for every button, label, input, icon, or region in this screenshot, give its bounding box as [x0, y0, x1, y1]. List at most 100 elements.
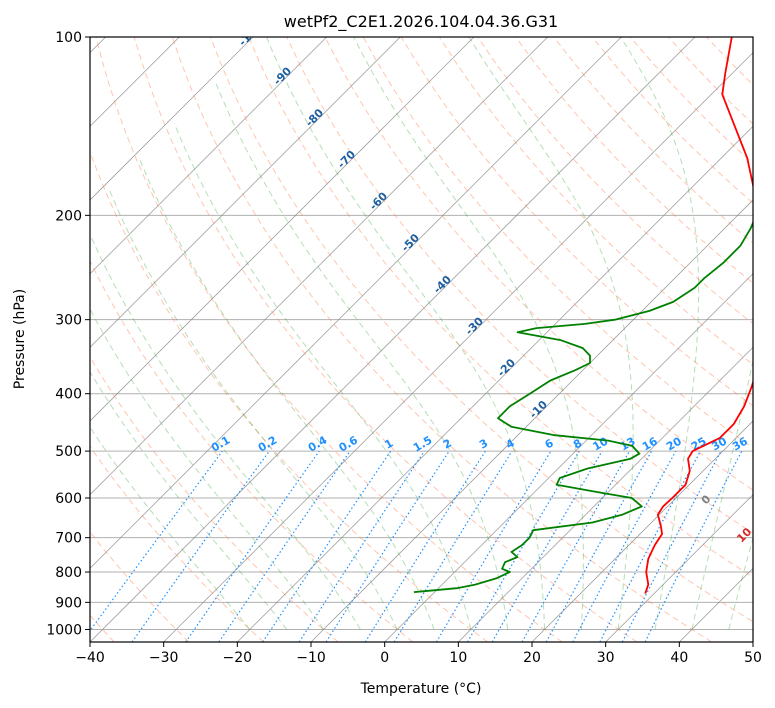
- mixing-ratio-line: [298, 450, 425, 642]
- moist-adiabat-line: [266, 37, 546, 630]
- y-tick-label: 800: [55, 565, 82, 581]
- adiabat-label: -20: [495, 356, 518, 379]
- y-tick-label: 600: [55, 491, 82, 507]
- isotherm-line: [752, 641, 753, 642]
- mixing-ratio-label: 2: [441, 437, 454, 452]
- isotherm-line: [384, 273, 753, 642]
- adiabat-label: -100: [236, 20, 265, 49]
- mixing-ratio-line: [435, 450, 552, 642]
- dry-adiabat-line: [668, 37, 753, 125]
- moist-adiabat-line: [108, 188, 398, 630]
- x-tick-label: −40: [75, 650, 105, 666]
- isotherm-line: [90, 37, 475, 422]
- dry-adiabat-line: [515, 37, 753, 284]
- dewpoint-line: [413, 220, 753, 593]
- x-tick-label: 10: [449, 650, 467, 666]
- x-axis-ticks: −40 −30 −20 −10 0 10 20 30 40 50: [75, 642, 762, 666]
- dry-adiabat-line: [248, 37, 753, 578]
- isotherm-line: [310, 199, 753, 642]
- y-tick-label: 1000: [46, 622, 82, 638]
- moist-adiabat-line: [90, 308, 324, 630]
- isotherm-line: [90, 37, 696, 642]
- background-lines: [90, 37, 753, 642]
- x-tick-label: −10: [296, 650, 326, 666]
- moist-adiabat-line: [353, 37, 584, 630]
- moist-adiabat-line: [728, 536, 753, 630]
- mixing-ratio-line: [572, 450, 677, 642]
- y-tick-label: 700: [55, 531, 82, 547]
- moist-adiabat-line: [90, 370, 288, 630]
- x-tick-label: 20: [523, 650, 541, 666]
- moist-adiabat-line: [90, 233, 361, 630]
- isotherm-line: [163, 52, 753, 642]
- mixing-ratio-line: [90, 450, 223, 632]
- dry-adiabat-line: [90, 531, 190, 642]
- mixing-ratio-line: [262, 450, 392, 642]
- y-tick-label: 900: [55, 595, 82, 611]
- x-tick-label: −20: [223, 650, 253, 666]
- x-tick-label: 30: [597, 650, 615, 666]
- dry-adiabat-line: [90, 356, 339, 642]
- mixing-ratio-line: [325, 450, 450, 642]
- adiabat-label: -80: [303, 106, 326, 129]
- y-axis-ticks: 1000 900 800 700 600 500 400 300 200 100: [46, 30, 90, 638]
- dry-adiabat-line: [90, 445, 264, 642]
- mixing-ratio-line: [521, 450, 631, 642]
- moist-adiabat-line: [173, 123, 472, 630]
- isotherm-line: [531, 420, 753, 642]
- dry-adiabat-line: [95, 37, 563, 642]
- adiabat-label: -40: [431, 273, 454, 296]
- dry-adiabat-line: [591, 37, 753, 204]
- adiabat-label: -60: [367, 189, 390, 212]
- mixing-ratio-label: 3: [477, 437, 490, 452]
- mixing-ratio-line: [599, 450, 702, 642]
- isotherm-line: [90, 37, 254, 201]
- y-axis-label: Pressure (hPa): [12, 289, 28, 389]
- mixing-ratio-line: [185, 450, 320, 642]
- moist-adiabat-line: [90, 426, 251, 630]
- y-tick-label: 100: [55, 30, 82, 46]
- adiabat-label: 10: [734, 525, 754, 545]
- isotherm-line: [237, 125, 753, 642]
- isotherm-line: [90, 37, 401, 348]
- mixing-ratio-line: [644, 450, 743, 642]
- adiabat-label: -90: [271, 64, 294, 87]
- x-axis-label: Temperature (°C): [360, 681, 482, 697]
- mixing-ratio-label: 4: [504, 436, 517, 451]
- mixing-ratio-line: [393, 450, 513, 642]
- adiabat-label: -70: [335, 148, 358, 171]
- chart-title: wetPf2_C2E1.2026.104.04.36.G31: [284, 12, 558, 32]
- profile-lines: [413, 37, 753, 594]
- mixing-ratio-line: [131, 450, 270, 642]
- x-tick-label: 0: [380, 650, 389, 666]
- isotherm-line: [90, 37, 622, 569]
- mixing-ratio-line: [364, 450, 486, 642]
- moist-adiabat-line: [468, 37, 634, 630]
- adiabat-label: -10: [527, 398, 550, 421]
- moist-adiabat-line: [691, 358, 753, 630]
- moist-adiabat-line: [620, 37, 700, 630]
- y-tick-label: 500: [55, 444, 82, 460]
- adiabat-label: -50: [399, 231, 422, 254]
- dry-adiabat-line: [210, 37, 753, 623]
- dry-adiabat-line: [133, 37, 638, 642]
- y-tick-label: 300: [55, 313, 82, 329]
- x-tick-label: −30: [149, 650, 179, 666]
- x-tick-label: 50: [744, 650, 762, 666]
- moist-adiabat-line: [215, 83, 509, 630]
- dry-adiabat-line: [286, 37, 753, 534]
- dry-adiabat-line: [324, 37, 753, 491]
- moist-adiabat-line: [138, 157, 435, 630]
- dry-adiabat-line: [90, 150, 488, 642]
- mixing-ratio-line: [218, 450, 351, 642]
- dry-adiabat-line: [553, 37, 753, 244]
- isotherm-line: [90, 37, 548, 496]
- mixing-ratio-label: 6: [543, 436, 556, 451]
- adiabat-label: -30: [463, 314, 486, 337]
- isotherm-line: [605, 494, 753, 642]
- temperature-line: [644, 37, 753, 594]
- isotherm-line: [679, 567, 753, 642]
- mixing-ratio-line: [545, 450, 653, 642]
- isotherm-line: [458, 346, 753, 642]
